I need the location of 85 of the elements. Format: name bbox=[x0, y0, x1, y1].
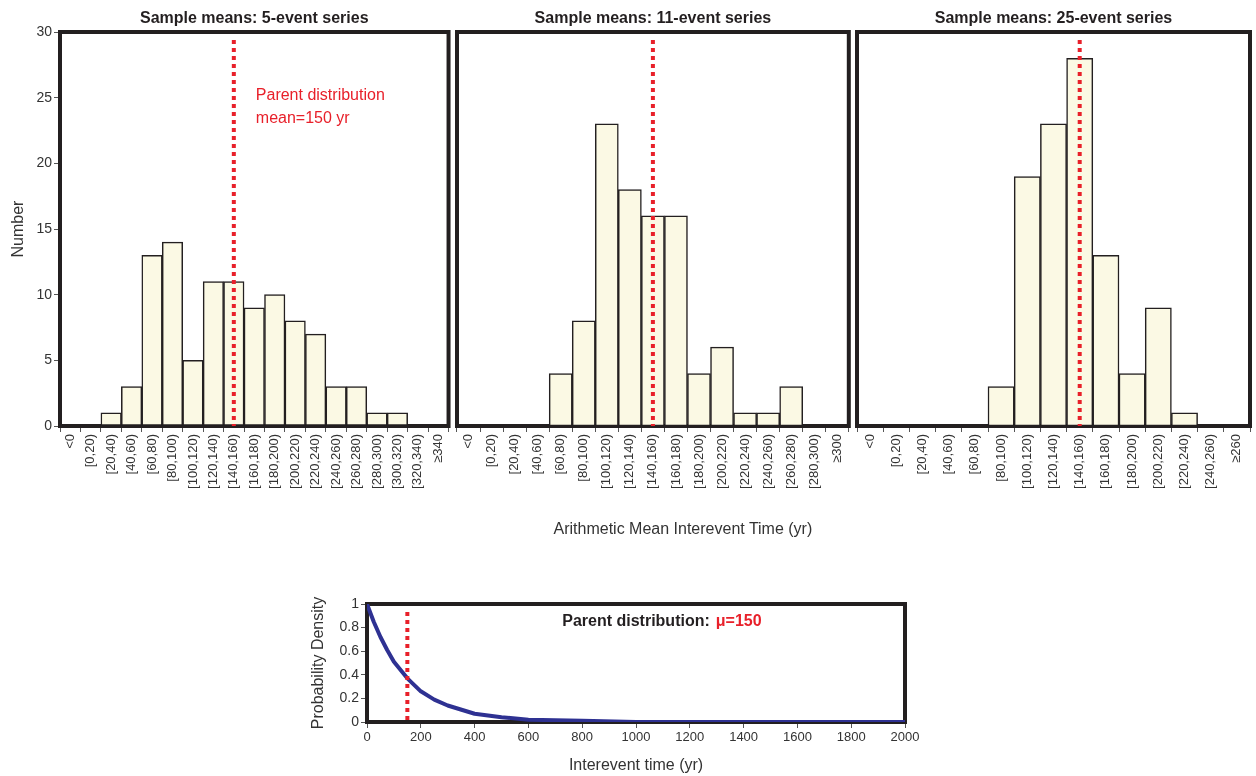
x-tick-label: [200,220) bbox=[713, 434, 729, 489]
chart-title: Sample means: 25-event series bbox=[934, 9, 1173, 26]
y-tick-label: 30 bbox=[36, 22, 53, 39]
y-tick-label: 0 bbox=[44, 416, 53, 433]
y-tick-label: 0.8 bbox=[339, 618, 360, 635]
y-tick-label: 0.4 bbox=[339, 665, 360, 682]
x-tick-label: [160,180) bbox=[1097, 434, 1113, 489]
x-tick-label: [180,200) bbox=[690, 434, 706, 489]
x-tick-label: <0 bbox=[460, 434, 476, 449]
x-tick-label: [180,200) bbox=[266, 434, 282, 489]
x-tick-label: [20,40) bbox=[506, 434, 522, 475]
x-tick-label: [200,220) bbox=[1149, 434, 1165, 489]
x-tick-label: [140,160) bbox=[225, 434, 241, 489]
x-tick-label: [260,280) bbox=[782, 434, 798, 489]
x-tick-label: [160,180) bbox=[245, 434, 261, 489]
y-tick-label: 25 bbox=[36, 88, 53, 105]
y-tick-label: 5 bbox=[44, 351, 53, 368]
x-tick-label: [260,280) bbox=[348, 434, 364, 489]
x-tick-label: [220,240) bbox=[1176, 434, 1192, 489]
y-axis-title: Probability Density bbox=[309, 596, 327, 730]
x-tick-label: [0,20) bbox=[887, 434, 903, 468]
ref-line-label: Parent distribution mean=150 yr bbox=[255, 86, 385, 126]
x-tick-label: [240,260) bbox=[327, 434, 343, 489]
x-tick-label: [0,20) bbox=[82, 434, 98, 468]
x-tick-label: [100,120) bbox=[184, 434, 200, 489]
x-tick-label: [100,120) bbox=[598, 434, 614, 489]
y-tick-label: 15 bbox=[36, 219, 53, 236]
y-tick-label: 10 bbox=[36, 285, 53, 302]
y-tick-label: 0.6 bbox=[339, 642, 360, 659]
x-axis-title: Interevent time (yr) bbox=[568, 756, 704, 774]
y-tick-label: 0 bbox=[351, 712, 360, 729]
x-tick-label: [140,160) bbox=[644, 434, 660, 489]
x-tick-label: [320,340) bbox=[409, 434, 425, 489]
x-tick-label: [80,100) bbox=[164, 434, 180, 482]
x-tick-label: 0 bbox=[363, 729, 371, 745]
x-tick-label: [220,240) bbox=[307, 434, 323, 489]
x-tick-label: [20,40) bbox=[102, 434, 118, 475]
x-tick-label: 1400 bbox=[729, 729, 759, 745]
x-tick-label: [0,20) bbox=[483, 434, 499, 468]
x-tick-label: [220,240) bbox=[736, 434, 752, 489]
x-tick-label: 1800 bbox=[836, 729, 866, 745]
x-tick-label: [120,140) bbox=[621, 434, 637, 489]
x-tick-label: [180,200) bbox=[1123, 434, 1139, 489]
x-tick-label: 600 bbox=[517, 729, 540, 745]
ref-line-label: μ=150 bbox=[715, 612, 762, 629]
x-tick-label: [20,40) bbox=[914, 434, 930, 475]
y-axis-title: Number bbox=[9, 199, 27, 258]
x-tick-label: [300,320) bbox=[389, 434, 404, 489]
x-tick-label: [40,60) bbox=[529, 434, 545, 475]
y-tick-label: 1 bbox=[351, 594, 360, 611]
x-axis-title: Arithmetic Mean Interevent Time (yr) bbox=[553, 520, 813, 538]
x-tick-label: ≥340 bbox=[429, 434, 445, 463]
x-tick-label: 400 bbox=[463, 729, 486, 745]
x-tick-label: [60,80) bbox=[552, 434, 568, 475]
x-tick-label: 1600 bbox=[782, 729, 812, 745]
x-tick-label: [120,140) bbox=[1045, 434, 1061, 489]
x-tick-label: [60,80) bbox=[966, 434, 982, 475]
x-tick-label: [120,140) bbox=[204, 434, 220, 489]
x-tick-label: 800 bbox=[571, 729, 594, 745]
y-tick-label: 20 bbox=[36, 154, 53, 171]
x-tick-label: 200 bbox=[409, 729, 432, 745]
chart-title: Sample means: 5-event series bbox=[139, 9, 369, 26]
x-tick-label: 1200 bbox=[675, 729, 705, 745]
x-tick-label: [80,100) bbox=[575, 434, 591, 482]
x-tick-label: [40,60) bbox=[940, 434, 956, 475]
x-tick-label: [100,120) bbox=[1018, 434, 1034, 489]
x-tick-label: [280,300) bbox=[368, 434, 384, 489]
x-tick-label: [160,180) bbox=[667, 434, 683, 489]
x-tick-label: <0 bbox=[861, 434, 877, 449]
x-tick-label: ≥260 bbox=[1228, 434, 1244, 463]
x-tick-label: 1000 bbox=[621, 729, 651, 745]
x-tick-label: [60,80) bbox=[143, 434, 159, 475]
x-tick-label: [40,60) bbox=[123, 434, 139, 475]
x-tick-label: 2000 bbox=[890, 729, 920, 745]
x-tick-label: [240,260) bbox=[1202, 434, 1218, 489]
x-tick-label: <0 bbox=[61, 434, 77, 449]
x-tick-label: [240,260) bbox=[759, 434, 775, 489]
text: Parent distribution: bbox=[562, 612, 710, 629]
chart-title: Sample means: 11-event series bbox=[534, 9, 772, 26]
x-tick-label: ≥300 bbox=[828, 434, 844, 463]
x-tick-label: [140,160) bbox=[1071, 434, 1087, 489]
y-tick-label: 0.2 bbox=[339, 689, 360, 706]
x-tick-label: [280,300) bbox=[805, 434, 821, 489]
x-tick-label: [80,100) bbox=[992, 434, 1008, 482]
x-tick-label: [200,220) bbox=[286, 434, 302, 489]
